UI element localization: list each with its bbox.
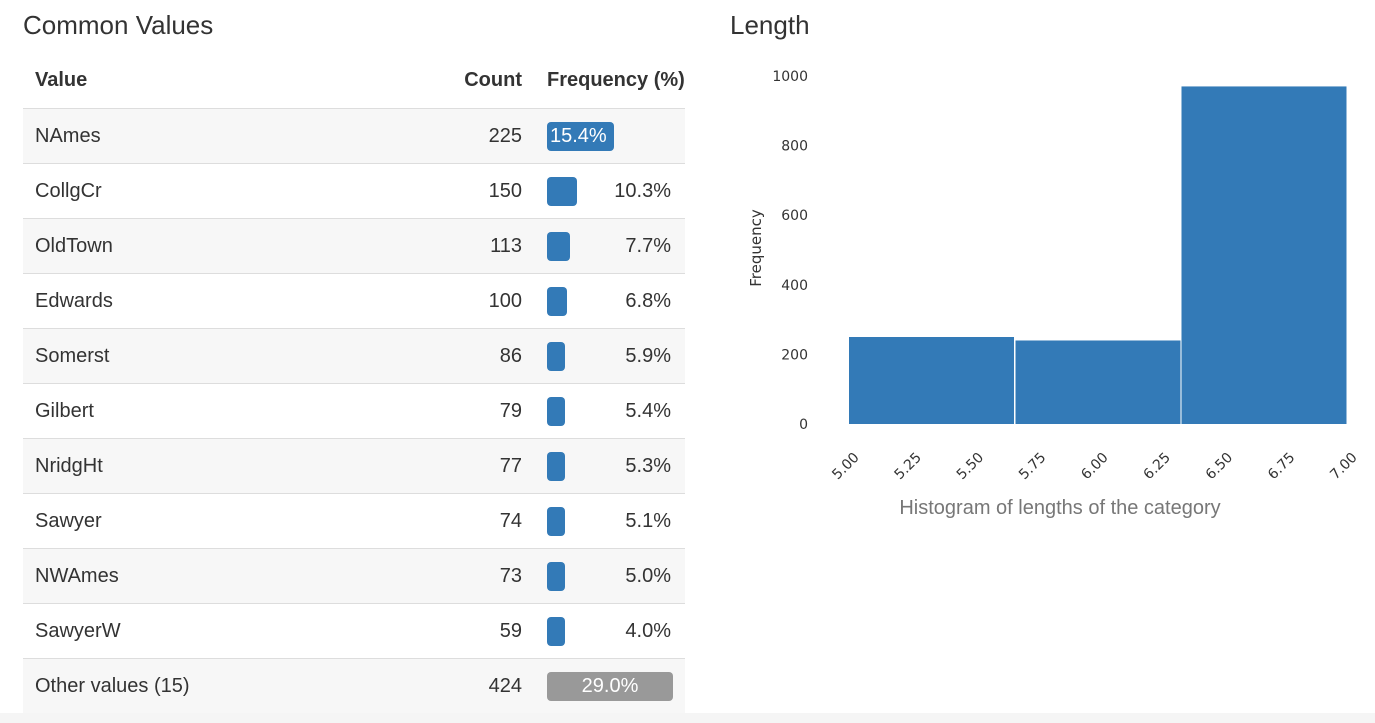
header-frequency: Frequency (%) xyxy=(547,69,685,91)
length-title: Length xyxy=(730,10,810,40)
frequency-bar: 15.4% xyxy=(547,122,614,151)
table-header: Value Count Frequency (%) xyxy=(23,64,698,98)
x-tick-label: 6.25 xyxy=(1141,450,1174,483)
histogram-bar xyxy=(849,337,1015,424)
cell-count: 79 xyxy=(499,400,522,422)
cell-frequency: 5.1% xyxy=(547,507,673,536)
cell-count: 113 xyxy=(490,235,522,257)
y-tick-label: 200 xyxy=(781,347,808,363)
bottom-strip xyxy=(0,713,1375,723)
frequency-bar xyxy=(547,177,577,206)
table-row: OldTown 113 7.7% xyxy=(23,218,685,273)
frequency-percent: 4.0% xyxy=(625,620,671,642)
cell-count: 225 xyxy=(488,125,522,147)
cell-frequency: 7.7% xyxy=(547,232,673,261)
x-tick-label: 6.75 xyxy=(1265,450,1298,483)
cell-count: 77 xyxy=(499,455,522,477)
length-section: Length 0 200 400 600 800 1000 5.00 5.25 5.50 5.75… xyxy=(730,0,1370,723)
frequency-bar: 29.0% xyxy=(547,672,673,701)
cell-count: 150 xyxy=(488,180,522,202)
y-tick-label: 400 xyxy=(781,278,808,294)
histogram-bar xyxy=(1015,340,1181,424)
x-tick-label: 5.00 xyxy=(829,450,862,483)
table-row: SawyerW 59 4.0% xyxy=(23,603,685,658)
y-tick-label: 600 xyxy=(781,208,808,224)
cell-value: Other values (15) xyxy=(35,675,190,697)
frequency-percent: 5.1% xyxy=(625,510,671,532)
cell-value: OldTown xyxy=(35,235,113,257)
y-tick-label: 0 xyxy=(799,417,808,433)
table-row: Edwards 100 6.8% xyxy=(23,273,685,328)
cell-count: 73 xyxy=(499,565,522,587)
table-row: NAmes 225 15.4% xyxy=(23,108,685,163)
cell-count: 59 xyxy=(499,620,522,642)
frequency-bar xyxy=(547,232,570,261)
x-tick-label: 5.50 xyxy=(954,450,987,483)
cell-frequency: 6.8% xyxy=(547,287,673,316)
cell-value: Gilbert xyxy=(35,400,94,422)
cell-value: Sawyer xyxy=(35,510,102,532)
x-tick-label: 5.75 xyxy=(1016,450,1049,483)
x-tick-label: 6.00 xyxy=(1078,450,1111,483)
cell-value: Somerst xyxy=(35,345,110,367)
frequency-percent: 5.9% xyxy=(625,345,671,367)
header-value: Value xyxy=(35,69,88,91)
common-values-table-body: NAmes 225 15.4% CollgCr 150 10.3% OldTown 113 7.… xyxy=(23,108,685,713)
table-row-other: Other values (15) 424 29.0% xyxy=(23,658,685,713)
x-tick-label: 7.00 xyxy=(1327,450,1360,483)
x-tick-label: 5.25 xyxy=(892,450,925,483)
cell-value: SawyerW xyxy=(35,620,121,642)
frequency-bar xyxy=(547,562,565,591)
frequency-percent: 5.0% xyxy=(625,565,671,587)
frequency-percent: 5.4% xyxy=(625,400,671,422)
cell-count: 86 xyxy=(499,345,522,367)
cell-frequency: 29.0% xyxy=(547,672,673,701)
cell-frequency: 5.0% xyxy=(547,562,673,591)
frequency-percent: 6.8% xyxy=(625,290,671,312)
y-tick-label: 1000 xyxy=(772,69,808,85)
table-row: Gilbert 79 5.4% xyxy=(23,383,685,438)
cell-value: NWAmes xyxy=(35,565,119,587)
cell-frequency: 5.4% xyxy=(547,397,673,426)
cell-count: 424 xyxy=(488,675,522,697)
table-row: Sawyer 74 5.1% xyxy=(23,493,685,548)
frequency-percent: 10.3% xyxy=(614,180,671,202)
frequency-bar xyxy=(547,507,565,536)
frequency-bar xyxy=(547,452,565,481)
cell-frequency: 4.0% xyxy=(547,617,673,646)
cell-frequency: 15.4% xyxy=(547,122,673,151)
y-axis-label: Frequency xyxy=(747,209,765,287)
cell-frequency: 10.3% xyxy=(547,177,673,206)
cell-value: CollgCr xyxy=(35,180,102,202)
table-row: NWAmes 73 5.0% xyxy=(23,548,685,603)
histogram-caption: Histogram of lengths of the category xyxy=(899,497,1220,519)
frequency-percent: 7.7% xyxy=(625,235,671,257)
cell-value: NridgHt xyxy=(35,455,103,477)
cell-frequency: 5.3% xyxy=(547,452,673,481)
histogram-bar xyxy=(1181,86,1347,424)
frequency-bar xyxy=(547,287,567,316)
table-row: Somerst 86 5.9% xyxy=(23,328,685,383)
x-tick-label: 6.50 xyxy=(1203,450,1236,483)
frequency-percent: 5.3% xyxy=(625,455,671,477)
cell-value: Edwards xyxy=(35,290,113,312)
frequency-bar xyxy=(547,342,565,371)
cell-count: 74 xyxy=(499,510,522,532)
common-values-title: Common Values xyxy=(23,10,214,40)
header-count: Count xyxy=(464,69,522,91)
table-row: CollgCr 150 10.3% xyxy=(23,163,685,218)
cell-count: 100 xyxy=(488,290,522,312)
table-row: NridgHt 77 5.3% xyxy=(23,438,685,493)
cell-frequency: 5.9% xyxy=(547,342,673,371)
y-tick-label: 800 xyxy=(781,139,808,155)
cell-value: NAmes xyxy=(35,125,101,147)
frequency-bar xyxy=(547,397,565,426)
frequency-bar xyxy=(547,617,565,646)
length-histogram: 0 200 400 600 800 1000 5.00 5.25 5.50 5.75 6.00 6.2… xyxy=(747,69,1361,519)
